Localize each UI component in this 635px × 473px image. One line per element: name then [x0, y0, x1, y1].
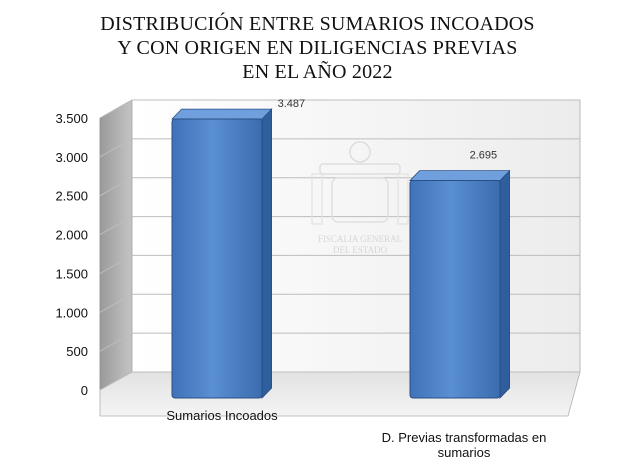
bar-front-face [171, 118, 263, 399]
watermark-band [319, 163, 401, 175]
gridline-side [99, 293, 133, 313]
y-tick-label: 3.000 [55, 150, 88, 165]
gridline-side [99, 138, 133, 158]
gridline-side [99, 216, 133, 236]
y-tick-label: 1.000 [55, 305, 88, 320]
gridline-side [99, 99, 133, 119]
bar-2 [409, 169, 511, 399]
gridline-side [99, 177, 133, 197]
gridline-side [99, 332, 133, 352]
x-category-label: Sumarios Incoados [166, 408, 278, 423]
watermark-text: DEL ESTADO [333, 245, 388, 255]
y-tick-label: 0 [81, 383, 88, 398]
watermark-crown [349, 141, 371, 163]
chart-title-line-1: DISTRIBUCIÓN ENTRE SUMARIOS INCOADOS [100, 13, 535, 35]
bars [171, 108, 511, 399]
bar-1 [171, 108, 273, 399]
gridline-side [99, 371, 133, 391]
watermark-pillar-right [397, 173, 409, 225]
bar-top-face [171, 108, 273, 120]
bar-top-face [409, 170, 511, 181]
x-category-label: D. Previas transformadas en [382, 430, 547, 445]
watermark-shield [331, 177, 389, 223]
y-tick-label: 500 [66, 344, 88, 359]
gridline-side [99, 254, 133, 274]
bar-side-face [499, 169, 511, 399]
chart-title-line-2: Y CON ORIGEN EN DILIGENCIAS PREVIAS [117, 37, 518, 59]
watermark-pillar-left [311, 173, 323, 225]
x-category-label: sumarios [438, 445, 491, 460]
chart-title-line-3: EN EL AÑO 2022 [242, 61, 393, 83]
bar-front-face [409, 180, 501, 399]
y-tick-label: 1.500 [55, 266, 88, 281]
y-tick-label: 2.500 [55, 189, 88, 204]
watermark-text: FISCALIA GENERAL [318, 234, 402, 244]
y-tick-label: 3.500 [55, 111, 88, 126]
bar-side-face [261, 108, 273, 399]
labels: 0 500 1.000 1.500 2.000 2.500 3.000 3.500 3.487 2… [55, 98, 546, 460]
y-tick-label: 2.000 [55, 228, 88, 243]
side-wall [99, 99, 133, 391]
chart-title: DISTRIBUCIÓN ENTRE SUMARIOS INCOADOS Y C… [0, 12, 635, 84]
data-label: 2.695 [470, 150, 498, 162]
data-label: 3.487 [278, 98, 306, 110]
